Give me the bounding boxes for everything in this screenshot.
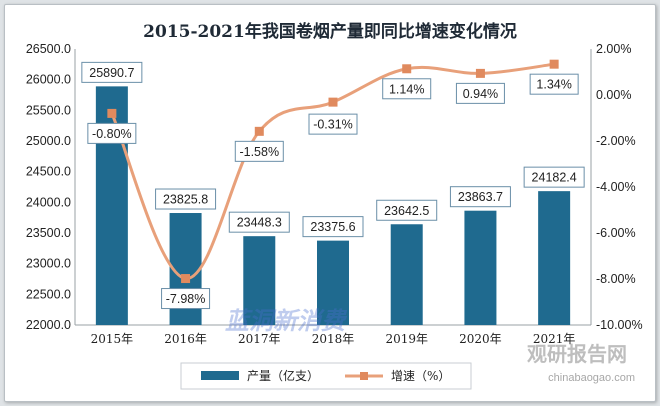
line-marker [402, 64, 412, 74]
legend-swatch-bar [201, 371, 239, 380]
bar-value-label-box [376, 199, 438, 221]
bar [538, 191, 571, 325]
x-tick-label: 2021年 [533, 332, 576, 346]
bar-value-label-box [302, 216, 364, 238]
watermarks: 蓝洞新消费 观研报告网 chinabaogao.com [225, 308, 635, 384]
chart-title: 2015-2021年我国卷烟产量即同比增速变化情况 [143, 21, 517, 42]
x-tick-label: 2017年 [238, 332, 281, 346]
rate-value-label-box [161, 288, 211, 310]
y-right-tick-label: -10.00% [596, 318, 643, 332]
y-right-tick-label: -2.00% [596, 134, 636, 148]
bar-value-label-box [228, 211, 290, 233]
y-left-tick-label: 23500.0 [26, 226, 71, 240]
legend-label-output: 产量（亿支） [247, 368, 319, 383]
y-right-tick-label: -6.00% [596, 226, 636, 240]
x-tick-label: 2019年 [385, 332, 428, 346]
y-right-tick-label: 0.00% [596, 88, 631, 102]
bar-value-label: 23375.6 [310, 220, 355, 234]
y-left-tick-label: 24000.0 [26, 195, 71, 209]
y-left-tick-label: 25000.0 [26, 134, 71, 148]
bar-value-label-box [523, 166, 585, 188]
bar-value-label-box [155, 188, 217, 210]
growth-rate-line [110, 62, 555, 281]
bar-value-label: 23825.8 [163, 193, 208, 207]
rate-value-label: -7.98% [166, 292, 206, 306]
legend-swatch-marker [360, 372, 368, 380]
bar [95, 86, 128, 326]
chart-canvas: 2015-2021年我国卷烟产量即同比增速变化情况 26500.0 26000.0… [26, 21, 643, 390]
bar-value-label: 25890.7 [89, 66, 134, 80]
y-left-tick-label: 25500.0 [26, 103, 71, 117]
bar-value-label: 23863.7 [458, 190, 503, 204]
rate-value-label-box [455, 82, 505, 104]
rate-value-label-box [308, 113, 358, 135]
rate-value-label: 1.14% [389, 82, 424, 96]
watermark-center: 蓝洞新消费 [225, 308, 348, 335]
rate-value-label: -0.31% [313, 118, 353, 132]
watermark-corner-url: chinabaogao.com [548, 372, 635, 384]
y-left-tick-label: 23000.0 [26, 257, 71, 271]
line-marker [254, 126, 264, 136]
watermark-corner: 观研报告网 [527, 342, 627, 366]
rate-value-label-box [87, 122, 137, 144]
chart-frame: 2015-2021年我国卷烟产量即同比增速变化情况 26500.0 26000.0… [4, 4, 656, 402]
x-tick-label: 2016年 [164, 332, 207, 346]
bar [464, 210, 497, 325]
x-tick-label: 2018年 [312, 332, 355, 346]
x-tick-label: 2020年 [459, 332, 502, 346]
line-marker [107, 108, 117, 118]
y-left-tick-label: 22000.0 [26, 318, 71, 332]
bar [317, 240, 349, 325]
rate-value-label: -0.80% [92, 127, 132, 141]
rate-value-label: -1.58% [239, 145, 279, 159]
line-marker [475, 68, 485, 78]
bar-value-label: 24182.4 [532, 171, 577, 185]
legend-label-rate: 增速（%） [391, 369, 450, 383]
y-right-tick-label: 2.00% [596, 42, 631, 56]
y-left-tick-label: 22500.0 [26, 287, 71, 301]
line-marker [328, 97, 338, 107]
rate-value-label: 1.34% [536, 78, 571, 92]
rate-value-label-box [234, 140, 284, 162]
y-left-tick-label: 26500.0 [26, 42, 71, 56]
bar-value-label: 23642.5 [384, 204, 429, 218]
line-marker [181, 274, 191, 284]
y-right-tick-label: -4.00% [596, 180, 636, 194]
y-left-tick-label: 26000.0 [26, 73, 71, 87]
bar-value-label: 23448.3 [237, 216, 282, 230]
rate-value-label-box [382, 78, 432, 100]
rate-value-label-box [529, 73, 579, 95]
bar-value-label-box [449, 186, 511, 208]
y-left-tick-label: 24500.0 [26, 165, 71, 179]
legend: 产量（亿支） 增速（%） [180, 362, 472, 390]
bar-value-label-box [81, 61, 143, 83]
bar [243, 236, 276, 325]
bar [390, 224, 423, 325]
line-marker [549, 59, 559, 69]
rate-value-label: 0.94% [463, 87, 498, 101]
y-right-tick-label: -8.00% [596, 272, 636, 286]
x-tick-label: 2015年 [91, 332, 134, 346]
